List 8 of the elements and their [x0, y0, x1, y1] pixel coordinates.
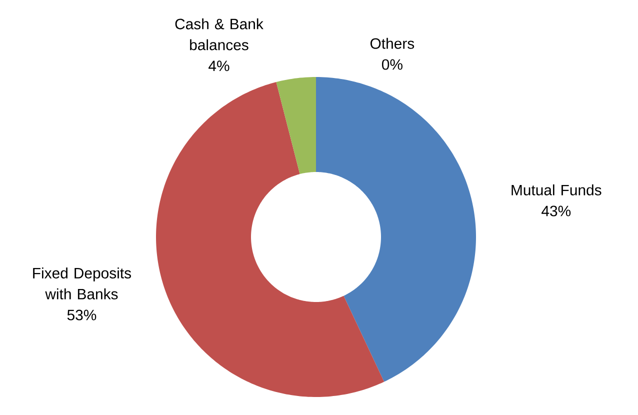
- text: 0%: [382, 59, 402, 70]
- data-label: 53%: [67, 310, 96, 320]
- slice-label: Mutual Funds: [512, 184, 602, 196]
- category-label: Others: [370, 38, 414, 49]
- data-label: 4%: [208, 60, 230, 72]
- data-label: 43%: [542, 206, 571, 216]
- slice-label: Fixed Deposits with Banks: [33, 268, 131, 300]
- slice-label: Cash & Bank balances: [175, 18, 264, 50]
